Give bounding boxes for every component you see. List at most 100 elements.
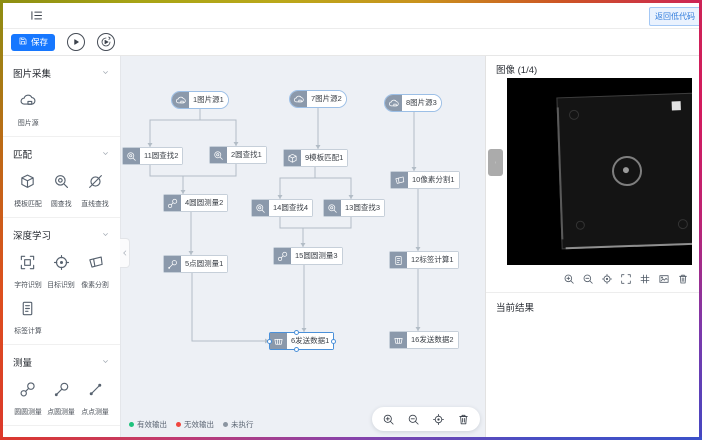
image-panel-title: 图像 (1/4) [496,65,538,76]
zoom-out-icon[interactable] [582,273,594,285]
section-items: 模板匹配 圆查找 直线查找 [11,167,112,213]
flow-node-7图片源2[interactable]: 7图片源2 [289,90,347,108]
segment-icon [391,172,408,188]
section-header-深度学习[interactable]: 深度学习 [11,220,112,248]
circle-search-icon [324,200,341,216]
tool-item-圆查找[interactable]: 圆查找 [45,173,79,209]
connection-handle[interactable] [267,339,272,344]
section-header-匹配[interactable]: 匹配 [11,139,112,167]
canvas-toolbar [372,407,480,431]
circle-measure-icon [274,248,291,264]
flow-node-5点圆测量1[interactable]: 5点圆测量1 [163,255,229,273]
locate-icon[interactable] [432,413,445,426]
tool-item-圆圆测量[interactable]: 圆圆测量 [11,381,45,417]
point-circle-icon [53,381,70,403]
flow-node-6发送数据1[interactable]: 6发送数据1 [267,330,337,352]
grid-icon[interactable] [639,273,651,285]
flow-node-15圆圆测量3[interactable]: 15圆圆测量3 [273,247,343,265]
chevron-down-icon [101,434,110,437]
legend-无效输出: 无效输出 [176,419,214,430]
locate-icon[interactable] [601,273,613,285]
fullscreen-icon[interactable] [620,273,632,285]
section-header-通信[interactable]: 通信 [11,428,112,437]
chevron-down-icon [101,226,110,244]
node-label: 10像素分割1 [408,172,459,188]
sidebar-section-5: 通信 [3,426,120,437]
zoom-in-icon[interactable] [382,413,395,426]
legend-dot [223,422,228,427]
tool-item-标签计算[interactable]: 标签计算 [11,300,45,336]
tool-item-像素分割[interactable]: 像素分割 [78,254,112,290]
tool-sidebar: 图片采集图片源匹配模板匹配 圆查找 直线查找深度学习字符识别 目标识别 像素分割标签计算… [3,56,121,437]
line-search-icon [87,173,104,195]
flow-node-13圆查找3[interactable]: 13圆查找3 [323,199,386,217]
cube-icon [19,173,36,195]
part-plate [556,92,692,249]
node-label: 6发送数据1 [287,333,334,349]
tool-item-字符识别[interactable]: 字符识别 [11,254,45,290]
tool-label: 圆查找 [51,199,72,208]
circle-search-icon [210,147,227,163]
legend-未执行: 未执行 [223,419,254,430]
tool-item-直线查找[interactable]: 直线查找 [78,173,112,209]
doc-icon [19,300,36,322]
ocr-icon [19,254,36,276]
connection-handle[interactable] [294,347,299,352]
section-title: 深度学习 [13,231,52,242]
tool-item-点圆测量[interactable]: 点圆测量 [45,381,79,417]
tool-label: 模板匹配 [14,199,42,208]
image-icon[interactable] [658,273,670,285]
circle-measure-icon [19,381,36,403]
connection-handle[interactable] [294,330,299,335]
send-icon [270,333,287,349]
legend-label: 无效输出 [184,420,214,429]
legend-dot [176,422,181,427]
tool-label: 标签计算 [14,326,42,335]
point-point-icon [87,381,104,403]
flow-node-12标签计算1[interactable]: 12标签计算1 [389,251,459,269]
run-button[interactable] [67,33,86,51]
tool-label: 图片源 [17,118,39,127]
zoom-in-icon[interactable] [563,273,575,285]
tool-item-模板匹配[interactable]: 模板匹配 [11,173,45,209]
flow-node-4圆圆测量2[interactable]: 4圆圆测量2 [163,194,229,212]
node-label: 9模板匹配1 [301,150,348,166]
prev-image-button[interactable] [488,149,503,176]
section-title: 图片采集 [13,69,52,80]
zoom-out-icon[interactable] [407,413,420,426]
tool-label: 点圆测量 [47,407,76,416]
chevron-down-icon [101,353,110,371]
flow-node-10像素分割1[interactable]: 10像素分割1 [390,171,460,189]
menu-icon[interactable] [29,8,44,23]
sidebar-collapse-handle[interactable] [120,238,130,268]
node-label: 15圆圆测量3 [291,248,342,264]
circle-search-icon [123,148,140,164]
save-button[interactable]: 保存 [11,33,56,51]
section-header-图片采集[interactable]: 图片采集 [11,58,112,86]
flow-node-14圆查找4[interactable]: 14圆查找4 [251,199,314,217]
tool-item-图片源[interactable]: 图片源 [11,92,45,128]
section-title: 匹配 [13,150,33,161]
flow-node-1图片源1[interactable]: 1图片源1 [171,91,229,109]
section-items: 圆圆测量 点圆测量 点点测量 [11,375,112,421]
result-panel: 图像 (1/4) 当前结果 [485,56,699,437]
flow-node-9模板匹配1[interactable]: 9模板匹配1 [283,149,349,167]
section-header-测量[interactable]: 测量 [11,347,112,375]
tool-item-目标识别[interactable]: 目标识别 [45,254,79,290]
flow-node-8图片源3[interactable]: 8图片源3 [384,94,442,112]
trash-icon[interactable] [457,413,470,426]
sidebar-section-1: 图片采集图片源 [3,56,120,137]
connection-handle[interactable] [331,339,337,344]
flow-node-16发送数据2[interactable]: 16发送数据2 [389,331,459,349]
image-toolbar [486,269,689,289]
tool-item-点点测量[interactable]: 点点测量 [78,381,112,417]
point-circle-icon [164,256,181,272]
run-once-button[interactable] [97,33,116,51]
flow-node-11圆查找2[interactable]: 11圆查找2 [122,147,184,165]
flow-node-2圆查找1[interactable]: 2圆查找1 [209,146,267,164]
back-to-lowcode-button[interactable]: 返回低代码 [649,7,701,26]
trash-icon[interactable] [677,273,689,285]
part-corner-marker [671,101,681,111]
panel-divider [486,292,699,293]
flow-canvas[interactable]: 有效输出 无效输出 未执行 1图片源1 7图片源2 8图片源3 11圆查找2 2圆查找1 9模… [121,56,485,437]
